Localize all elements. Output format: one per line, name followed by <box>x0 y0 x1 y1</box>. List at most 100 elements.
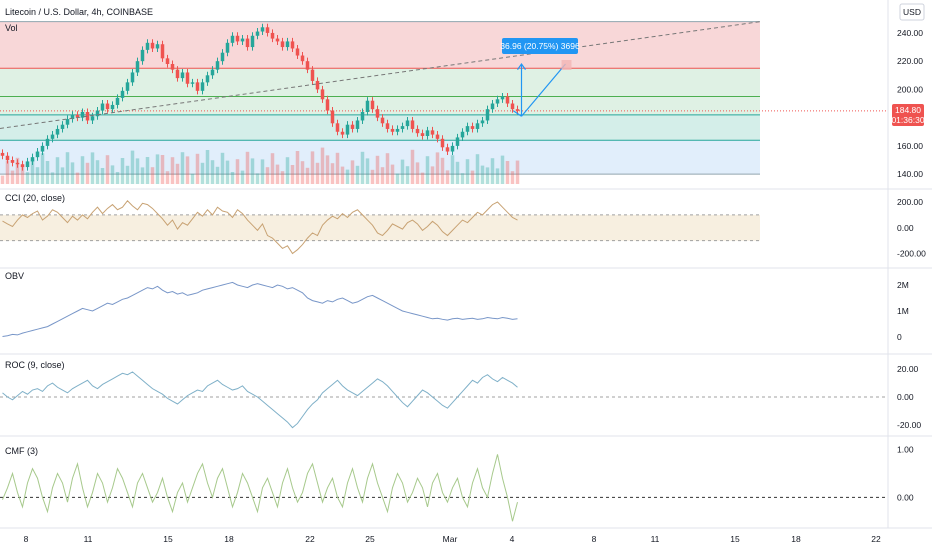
volume-bar <box>450 155 455 184</box>
candle <box>195 82 200 91</box>
candle <box>420 133 425 136</box>
currency-button[interactable] <box>899 3 925 21</box>
volume-bar <box>235 159 240 184</box>
candle <box>480 120 485 124</box>
volume-bar <box>365 158 370 184</box>
volume-bar <box>120 158 125 184</box>
volume-bar <box>240 170 245 184</box>
volume-bar <box>130 150 135 184</box>
volume-bar <box>285 157 290 184</box>
time-tick-label: 8 <box>24 534 29 544</box>
candle <box>265 27 270 33</box>
volume-bar <box>65 152 70 184</box>
candle <box>250 35 255 48</box>
volume-bar <box>155 154 160 184</box>
candle <box>515 109 520 111</box>
indicator-line <box>2 281 518 337</box>
candle <box>50 134 55 139</box>
time-tick-label: 22 <box>871 534 881 544</box>
candle <box>290 41 295 49</box>
volume-bar <box>395 173 400 184</box>
candle <box>215 61 220 70</box>
volume-bar <box>255 173 260 184</box>
indicator-panes <box>0 188 932 522</box>
volume-bar <box>500 155 505 184</box>
volume-bar <box>455 161 460 184</box>
price-tick-label: 240.00 <box>897 28 923 38</box>
volume-bar <box>385 153 390 184</box>
volume-bar <box>435 152 440 184</box>
candle <box>140 49 145 62</box>
measure-arrowhead <box>517 62 526 70</box>
candle <box>105 103 110 110</box>
candle <box>180 72 185 79</box>
measure-target <box>561 60 572 70</box>
candle <box>270 32 275 39</box>
volume-bar <box>325 155 330 184</box>
candle <box>100 103 105 111</box>
time-tick-label: 15 <box>730 534 740 544</box>
candle <box>485 109 490 121</box>
measure-tool[interactable] <box>513 60 572 117</box>
volume-bar <box>100 168 105 184</box>
volume-bar <box>75 172 80 184</box>
candle <box>455 137 460 146</box>
candle <box>440 138 445 148</box>
candle <box>390 128 395 132</box>
volume-bar <box>115 172 120 184</box>
volume-bar <box>45 161 50 184</box>
volume-bar <box>270 153 275 184</box>
volume-bar <box>90 152 95 184</box>
volume-bar <box>110 165 115 184</box>
candle <box>320 89 325 100</box>
time-axis[interactable]: 8 11 15 18 22 25 Mar 4 8 11 15 18 22 <box>0 527 932 544</box>
candle <box>220 52 225 62</box>
time-tick-label: 25 <box>365 534 375 544</box>
candle <box>465 126 470 132</box>
candle <box>150 42 155 49</box>
volume-bar <box>20 165 25 184</box>
volume-bar <box>195 153 200 184</box>
candle <box>430 130 435 135</box>
volume-bar <box>310 151 315 184</box>
candle <box>500 96 505 100</box>
volume-bar <box>170 157 175 184</box>
indicator-tick-label: 1.00 <box>897 445 914 455</box>
candle <box>345 124 350 135</box>
candle <box>165 58 170 64</box>
volume-bar <box>135 158 140 184</box>
indicator-tick-label: 0 <box>897 332 902 342</box>
candle <box>350 124 355 129</box>
candle <box>0 152 5 156</box>
measure-arrow <box>513 110 522 117</box>
indicator-tick-label: 2M <box>897 280 909 290</box>
volume-bar <box>15 157 20 184</box>
volume-bar <box>225 160 230 184</box>
trend-line[interactable] <box>0 21 761 129</box>
candle <box>360 112 365 121</box>
volume-bar <box>220 152 225 184</box>
candle <box>400 126 405 129</box>
candle <box>115 97 120 105</box>
candle <box>5 155 10 160</box>
volume-bar <box>5 160 10 184</box>
time-tick-label: 11 <box>84 534 93 544</box>
volume-bar <box>215 166 220 184</box>
volume-bar <box>300 161 305 184</box>
volume-bar <box>345 169 350 184</box>
price-axis[interactable]: 240.00220.00200.00180.00160.00140.00200.… <box>887 0 926 528</box>
volume-bar <box>480 165 485 184</box>
indicator-tick-label: 0.00 <box>897 492 914 502</box>
volume-bar <box>0 175 5 184</box>
candle <box>310 69 315 81</box>
candle <box>70 114 75 120</box>
candle <box>210 69 215 76</box>
candle <box>125 82 130 91</box>
volume-bar <box>420 172 425 184</box>
candle <box>230 35 235 43</box>
volume-bar <box>370 169 375 184</box>
candle <box>155 44 160 49</box>
volume-bar <box>320 147 325 184</box>
symbol-title: Litecoin / U.S. Dollar, 4h, COINBASE <box>5 7 153 17</box>
